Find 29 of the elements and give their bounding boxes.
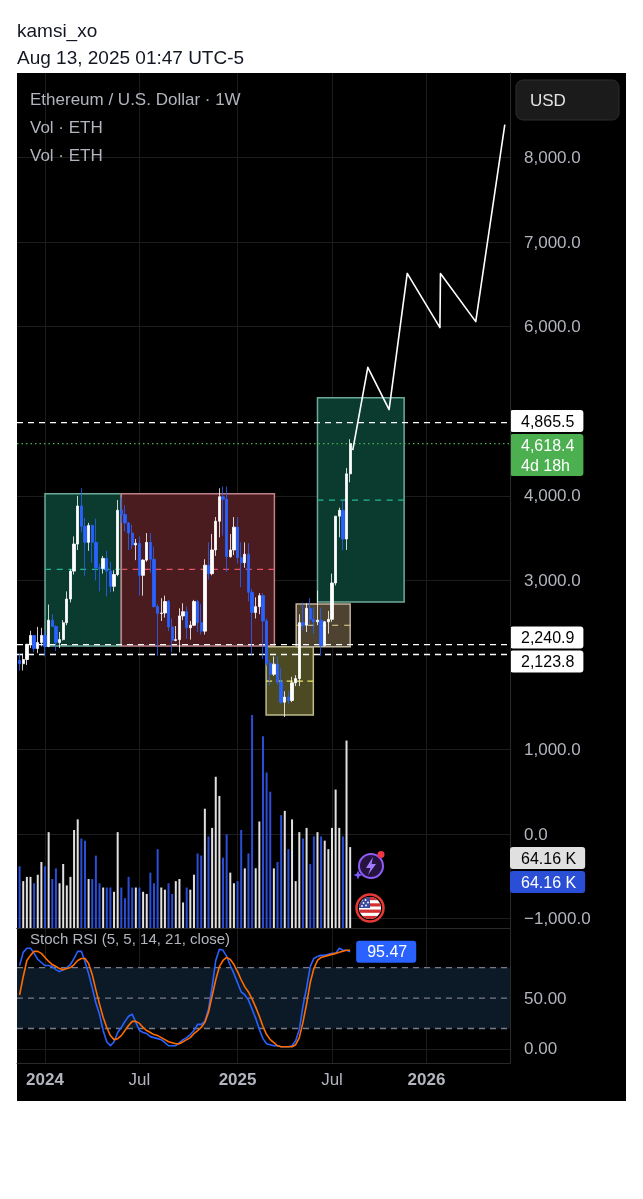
chart-title: Vol · ETH (30, 118, 103, 137)
y-tick-label: 4,000.0 (524, 486, 581, 506)
x-tick-label: Jul (321, 1070, 343, 1089)
text: Aug 13, 2025 01:47 UTC-5 (17, 46, 245, 68)
y-tick-label: −1,000.0 (524, 909, 591, 929)
y-tick-label: 7,000.0 (524, 232, 581, 252)
text: Ethereum / U.S. Dollar · 1W (30, 90, 241, 109)
x-tick-label: 2025 (218, 1070, 257, 1089)
y-axis-title: USD (530, 90, 566, 110)
data-label: 95.47 (367, 943, 408, 961)
text: 64.16 K (521, 849, 577, 867)
x-tick-label: 2024 (26, 1070, 65, 1089)
ref-line-label: 2,240.9 (521, 629, 575, 647)
chart-title: Stoch RSI (5, 5, 14, 21, close) (30, 930, 231, 947)
chart-subtitle: Vol · ETH (30, 146, 103, 165)
ref-line-label: 2,123.8 (521, 653, 575, 671)
x-tick-label: Jul (128, 1070, 151, 1089)
y-tick-label: 0.00 (524, 1039, 558, 1059)
ref-line-label: 4,618.4 4d 18h (521, 436, 575, 474)
x-tick-label: 2026 (407, 1070, 446, 1089)
text: kamsi_xo (17, 19, 98, 42)
y-tick-label: 6,000.0 (524, 317, 581, 337)
y-tick-label: 1,000.0 (524, 740, 581, 760)
y-tick-label: 0.0 (524, 824, 548, 844)
text: 64.16 K (521, 873, 577, 891)
y-tick-label: 3,000.0 (524, 570, 581, 590)
y-tick-label: 8,000.0 (524, 148, 581, 168)
y-tick-label: 50.00 (524, 988, 567, 1008)
ref-line-label: 4,865.5 (521, 412, 575, 430)
